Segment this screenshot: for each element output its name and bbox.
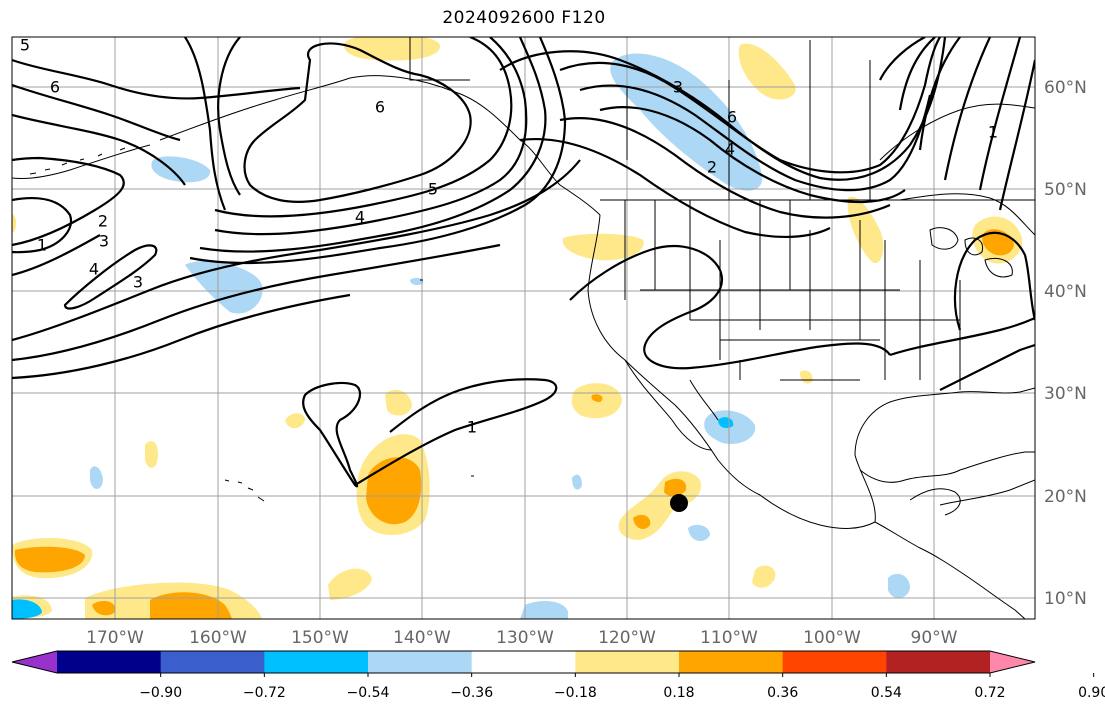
colorbar-extend-high (990, 651, 1035, 673)
colorbar-segment (264, 651, 369, 673)
colorbar-tick-label: 0.18 (663, 685, 694, 701)
contour-label: 2 (98, 212, 108, 231)
positive-region (285, 413, 305, 429)
positive-region (328, 568, 372, 600)
strong-positive-region (591, 394, 603, 402)
contour-label: 6 (50, 78, 60, 97)
colorbar-extend-low (12, 651, 57, 673)
contour-label: 1 (37, 236, 47, 255)
positive-region (344, 37, 441, 61)
lon-label: 110°W (700, 628, 758, 648)
strong-positive-region (14, 546, 85, 573)
colorbar-tick-label: −0.54 (347, 685, 390, 701)
strong-positive-region (633, 514, 651, 530)
lat-label: 40°N (1044, 282, 1087, 302)
lon-label: 150°W (291, 628, 349, 648)
contour-label: 4 (89, 260, 99, 279)
colorbar-tick-label: 0.72 (974, 685, 1005, 701)
contour-label: 6 (375, 98, 385, 117)
longitude-labels: 170°W 160°W 150°W 140°W 130°W 120°W 110°… (86, 628, 958, 648)
colorbar-tick-label: −0.36 (450, 685, 493, 701)
lon-label: 120°W (598, 628, 656, 648)
strong-positive-region (664, 478, 687, 497)
colorbar-tick-label: 0.54 (871, 685, 902, 701)
lon-label: 170°W (86, 628, 144, 648)
contour-label: 1 (467, 418, 477, 437)
positive-region (738, 43, 796, 100)
contour-label: 6 (727, 108, 737, 127)
shaded-regions (12, 37, 1023, 619)
contour-label: 4 (355, 208, 365, 227)
lon-label: 160°W (189, 628, 247, 648)
storm-center-dot (670, 494, 688, 512)
colorbar-tick-label: −0.90 (139, 685, 182, 701)
colorbar-tick-label: −0.18 (554, 685, 597, 701)
positive-region (847, 196, 884, 264)
colorbar-segment (886, 651, 991, 673)
coastlines (12, 37, 1035, 619)
negative-region (12, 599, 42, 619)
negative-region (185, 261, 263, 314)
lat-label: 60°N (1044, 78, 1087, 98)
negative-region (90, 466, 103, 489)
positive-region (145, 441, 158, 468)
colorbar-tick-label: 0.36 (767, 685, 798, 701)
lat-label: 20°N (1044, 487, 1087, 507)
lon-label: 100°W (803, 628, 861, 648)
colorbar-segment (575, 651, 680, 673)
negative-region (151, 156, 211, 183)
strong-positive-region (92, 600, 116, 616)
contour-labels: 5 6 6 1 2 3 4 3 4 5 3 6 4 2 1 1 (20, 36, 998, 437)
positive-region (385, 389, 412, 416)
colorbar-tick-label: −0.72 (243, 685, 286, 701)
colorbar-segment (679, 651, 784, 673)
map-area (12, 37, 1035, 619)
negative-region (572, 474, 582, 490)
colorbar-segment (782, 651, 887, 673)
contour-label: 5 (20, 36, 30, 55)
lat-label: 50°N (1044, 180, 1087, 200)
positive-region (562, 233, 644, 261)
contour-label: 3 (99, 232, 109, 251)
colorbar-segment (57, 651, 162, 673)
contour-label: 1 (988, 123, 998, 142)
lon-label: 140°W (393, 628, 451, 648)
negative-region (410, 277, 424, 286)
positive-region (12, 214, 17, 232)
strong-positive-region (366, 457, 422, 525)
colorbar-segment (471, 651, 576, 673)
colorbar-tick-label: 0.90 (1078, 685, 1105, 701)
lon-label: 90°W (911, 628, 958, 648)
positive-region (752, 565, 776, 588)
colorbar-segment (160, 651, 265, 673)
contour-label: 2 (707, 158, 717, 177)
latitude-labels: 60°N 50°N 40°N 30°N 20°N 10°N (1044, 78, 1087, 609)
negative-region (688, 524, 710, 542)
contours (12, 37, 1035, 488)
lat-label: 10°N (1044, 589, 1087, 609)
strong-positive-region (150, 592, 232, 619)
colorbar-outline (11, 650, 1036, 674)
colorbar-segment (368, 651, 473, 673)
negative-region (610, 53, 763, 191)
lon-label: 130°W (496, 628, 554, 648)
contour-label: 3 (133, 273, 143, 292)
contour-label: 3 (673, 78, 683, 97)
negative-region (520, 600, 568, 619)
colorbar: −0.90 −0.72 −0.54 −0.36 −0.18 0.18 0.36 0.54 0.7… (11, 650, 1105, 701)
negative-region (888, 573, 910, 599)
lat-label: 30°N (1044, 384, 1087, 404)
map-title: 2024092600 F120 (442, 8, 606, 28)
map-frame (11, 36, 1036, 620)
contour-label: 5 (428, 180, 438, 199)
contour-label: 4 (725, 140, 735, 159)
